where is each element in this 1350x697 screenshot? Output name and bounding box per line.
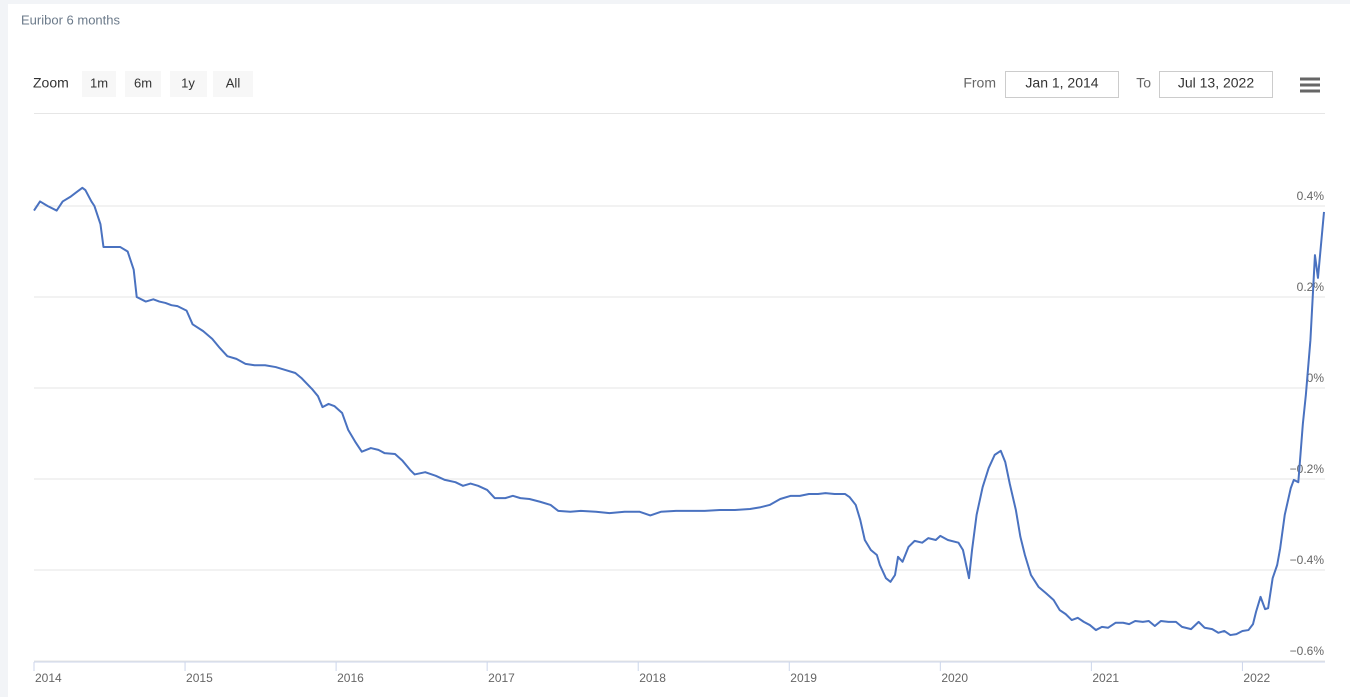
zoom-button-label[interactable]: 1y — [181, 75, 195, 90]
zoom-button[interactable] — [170, 71, 207, 97]
y-tick-label: −0.2% — [1290, 462, 1325, 476]
x-tick-label: 2015 — [186, 671, 213, 685]
from-input[interactable] — [1005, 71, 1119, 98]
y-tick-label: 0% — [1307, 371, 1325, 385]
zoom-button-label[interactable]: 1m — [90, 75, 108, 90]
y-tick-label: −0.4% — [1290, 553, 1325, 567]
zoom-button[interactable] — [82, 71, 116, 97]
zoom-button[interactable] — [125, 71, 161, 97]
zoom-label: Zoom — [33, 75, 69, 91]
x-tick-label: 2021 — [1092, 671, 1119, 685]
x-tick-label: 2016 — [337, 671, 364, 685]
from-label: From — [963, 75, 996, 91]
zoom-button[interactable] — [213, 71, 253, 97]
x-tick-label: 2014 — [35, 671, 62, 685]
panel — [8, 4, 1350, 697]
y-tick-label: 0.4% — [1297, 189, 1325, 203]
y-tick-label: 0.2% — [1297, 280, 1325, 294]
zoom-button-label[interactable]: 6m — [134, 75, 152, 90]
zoom-button-label[interactable]: All — [226, 75, 241, 90]
chart-title: Euribor 6 months — [21, 12, 120, 27]
to-value[interactable]: Jul 13, 2022 — [1178, 75, 1254, 91]
x-tick-label: 2020 — [941, 671, 968, 685]
to-label: To — [1136, 75, 1151, 91]
y-tick-label: −0.6% — [1290, 644, 1325, 658]
x-tick-label: 2018 — [639, 671, 666, 685]
zoom-buttons: 1m 6m 1y All — [82, 71, 253, 97]
menu-button[interactable] — [1300, 77, 1320, 93]
x-tick-label: 2022 — [1243, 671, 1270, 685]
line — [33, 186, 1325, 637]
from-value[interactable]: Jan 1, 2014 — [1025, 75, 1098, 91]
to-input[interactable] — [1159, 71, 1273, 98]
x-tick-label: 2019 — [790, 671, 817, 685]
x-tick-label: 2017 — [488, 671, 515, 685]
